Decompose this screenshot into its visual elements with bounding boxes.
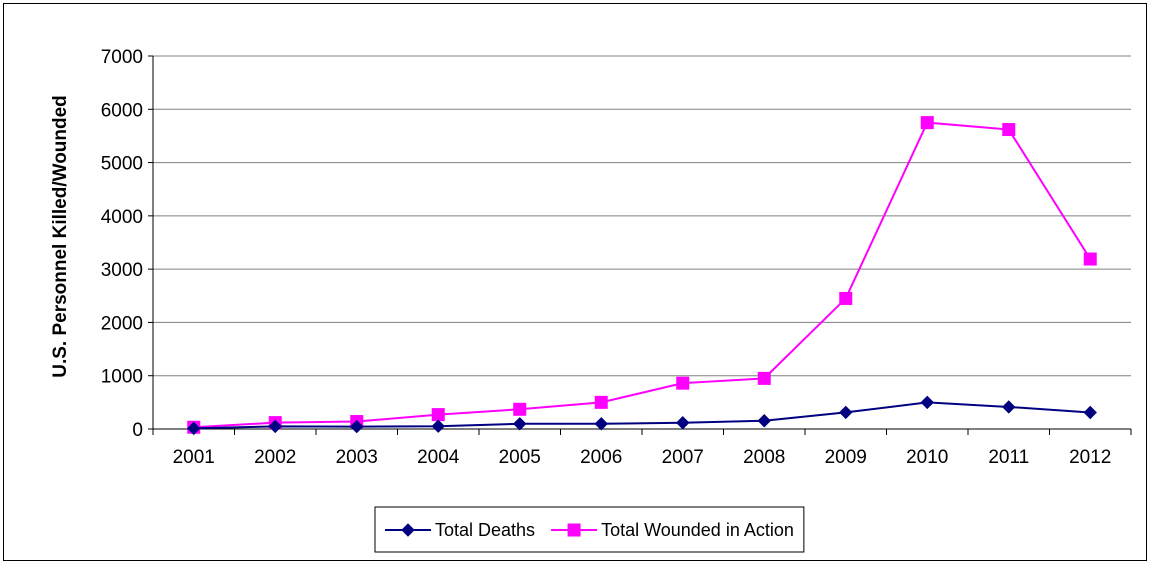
y-tick-label: 6000 <box>101 100 143 121</box>
data-point <box>513 402 527 416</box>
y-tick-labels: 0 1000 2000 3000 4000 5000 6000 7000 <box>101 47 143 441</box>
y-tick-label: 2000 <box>101 313 143 334</box>
data-point <box>187 421 201 436</box>
legend-label: Total Deaths <box>435 520 535 540</box>
data-point <box>431 419 445 433</box>
data-point <box>594 417 608 431</box>
axes <box>148 55 1132 435</box>
x-tick-label: 2010 <box>906 447 948 468</box>
x-tick-label: 2004 <box>417 447 460 468</box>
legend-swatch-marker <box>567 523 581 537</box>
legend-swatch-marker <box>401 523 415 537</box>
x-tick-label: 2012 <box>1069 447 1111 468</box>
data-point <box>839 405 853 420</box>
x-tick-label: 2009 <box>825 447 867 468</box>
legend-items: Total Deaths Total Wounded in Action <box>385 520 794 540</box>
y-tick-label: 1000 <box>101 367 143 388</box>
legend-item: Total Wounded in Action <box>551 520 794 540</box>
data-point <box>1083 405 1097 420</box>
data-point <box>676 416 690 430</box>
data-point <box>594 395 608 409</box>
x-tick-label: 2001 <box>173 447 215 468</box>
data-point <box>839 291 853 305</box>
x-tick-label: 2008 <box>743 447 785 468</box>
series-line <box>193 121 1092 429</box>
series-line <box>193 401 1091 430</box>
legend-label: Total Wounded in Action <box>601 520 794 540</box>
data-point <box>1083 252 1097 266</box>
y-tick-label: 4000 <box>101 207 143 228</box>
y-axis-label: U.S. Personnel Killed/Wounded <box>50 95 71 378</box>
data-point <box>920 116 934 130</box>
data-point <box>757 371 771 385</box>
gridlines <box>153 55 1131 377</box>
x-tick-labels: 2001 2002 2003 2004 2005 2006 2007 2008 2009 2010… <box>173 447 1112 468</box>
x-tick-label: 2011 <box>988 447 1029 468</box>
series-total-wounded-in-action <box>187 116 1097 434</box>
series <box>187 116 1097 436</box>
x-tick-label: 2006 <box>580 447 622 468</box>
data-point <box>1002 123 1016 137</box>
x-tick-label: 2003 <box>336 447 378 468</box>
y-tick-label: 5000 <box>101 154 143 175</box>
x-tick-label: 2007 <box>662 447 704 468</box>
y-tick-label: 0 <box>132 420 143 441</box>
data-point <box>1002 400 1016 414</box>
x-tick-label: 2002 <box>254 447 296 468</box>
y-tick-label: 3000 <box>101 260 143 281</box>
data-point <box>431 408 445 422</box>
data-point <box>268 419 282 434</box>
y-tick-label: 7000 <box>101 47 143 68</box>
data-point <box>513 417 527 431</box>
data-point <box>350 419 364 434</box>
chart-frame <box>3 3 1147 561</box>
data-point <box>920 395 934 410</box>
legend-item: Total Deaths <box>385 520 535 540</box>
series-total-deaths <box>187 395 1097 436</box>
data-point <box>676 376 690 390</box>
x-tick-label: 2005 <box>499 447 541 468</box>
legend: Total Deaths Total Wounded in Action <box>374 506 805 553</box>
data-point <box>757 414 771 428</box>
